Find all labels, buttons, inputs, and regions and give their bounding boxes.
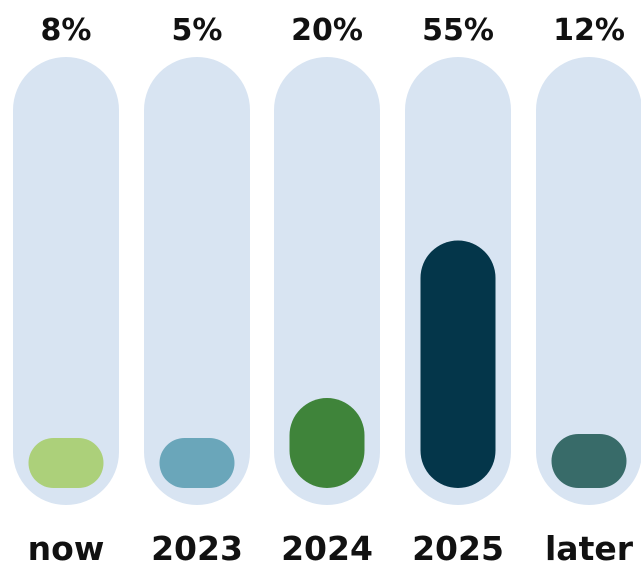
category-label-2023: 2023 (151, 529, 243, 562)
bar-2025 (420, 240, 496, 488)
value-labels: 8% 5% 20% 55% 12% (41, 13, 625, 48)
bar-track-2024 (274, 57, 380, 505)
category-label-now: now (28, 529, 105, 562)
value-label-2025: 55% (422, 13, 494, 48)
bar-2024 (289, 398, 365, 488)
value-label-2023: 5% (172, 13, 223, 48)
bar-later (551, 434, 627, 488)
bar-now (28, 438, 104, 488)
value-label-now: 8% (41, 13, 92, 48)
bars (28, 240, 627, 488)
value-label-2024: 20% (291, 13, 363, 48)
bar-2023 (159, 438, 235, 488)
category-label-2025: 2025 (412, 529, 504, 562)
bar-track-2023 (144, 57, 250, 505)
bar-track-later (536, 57, 641, 505)
category-labels: now 2023 2024 2025 later (28, 529, 634, 562)
category-label-later: later (545, 529, 634, 562)
category-label-2024: 2024 (281, 529, 373, 562)
bar-track-now (13, 57, 119, 505)
value-label-later: 12% (553, 13, 625, 48)
